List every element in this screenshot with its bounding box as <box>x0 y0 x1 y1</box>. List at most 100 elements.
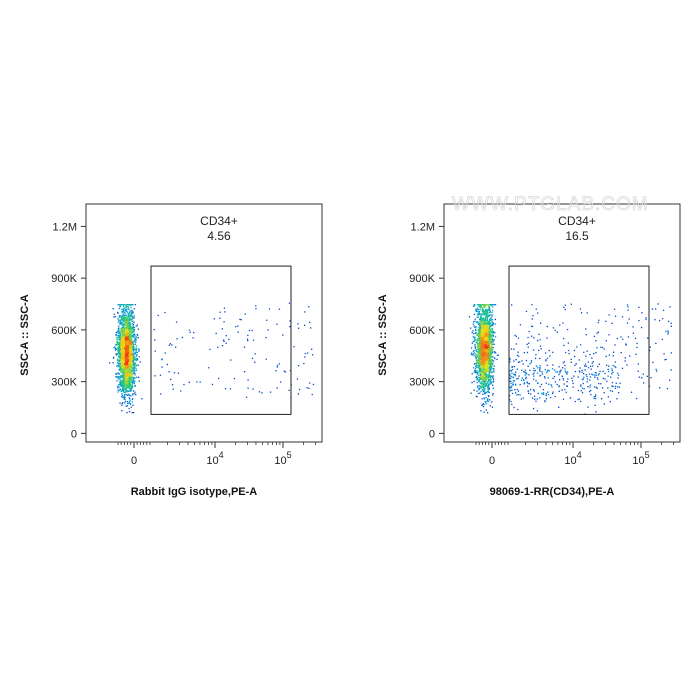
event-dot <box>482 328 484 330</box>
event-dot <box>484 345 486 347</box>
event-dot <box>491 328 493 330</box>
event-dot <box>477 335 479 337</box>
event-dot <box>478 312 480 315</box>
event-dot <box>488 328 491 330</box>
event-dot <box>117 343 119 345</box>
event-dot <box>127 372 130 374</box>
event-dot <box>478 323 480 326</box>
event-dot <box>492 346 494 349</box>
event-dot <box>481 334 484 336</box>
event-dot <box>493 368 495 370</box>
event-dot <box>481 325 483 328</box>
event-dot <box>120 344 122 347</box>
event-dot <box>127 316 129 318</box>
event-dot <box>482 318 484 320</box>
event-dot <box>127 321 129 323</box>
event-dot <box>134 342 136 344</box>
event-dot <box>129 349 131 351</box>
event-dot <box>488 348 490 350</box>
y-axis-title: SSC-A :: SSC-A <box>19 294 31 376</box>
event-dot <box>127 306 130 308</box>
event-dot <box>119 306 121 308</box>
event-dot <box>116 380 118 382</box>
event-dot <box>118 355 120 357</box>
event-dot <box>141 398 143 400</box>
event-dot <box>477 365 480 367</box>
event-dot <box>488 335 490 337</box>
event-dot <box>126 366 128 368</box>
event-dot <box>127 364 129 366</box>
event-dot <box>135 349 137 352</box>
event-dot <box>118 373 120 375</box>
event-dot <box>488 323 490 325</box>
event-dot <box>492 332 494 334</box>
event-dot <box>494 352 496 354</box>
event-dot <box>123 336 126 338</box>
event-dot <box>122 339 124 341</box>
event-dot <box>118 347 121 349</box>
gate-name: CD34+ <box>200 214 238 228</box>
event-dot <box>121 379 123 382</box>
event-dot <box>311 348 313 350</box>
event-dot <box>483 411 485 413</box>
event-dot <box>124 383 126 385</box>
event-dot <box>130 313 132 315</box>
event-dot <box>480 329 482 331</box>
event-dot <box>481 347 483 349</box>
event-dot <box>476 390 478 392</box>
event-dot <box>129 375 132 378</box>
event-dot <box>123 366 125 368</box>
event-dot <box>476 385 479 388</box>
event-dot <box>119 381 121 383</box>
event-dot <box>124 343 127 345</box>
event-dot <box>482 362 484 364</box>
event-dot <box>476 362 478 365</box>
event-dot <box>493 378 495 380</box>
event-dot <box>488 379 490 381</box>
event-dot <box>132 394 134 396</box>
event-dot <box>120 355 122 357</box>
event-dot <box>164 352 166 354</box>
event-dot <box>129 334 131 336</box>
event-dot <box>131 357 134 359</box>
event-dot <box>125 368 127 370</box>
event-dot <box>476 375 478 378</box>
event-dot <box>131 379 133 381</box>
event-dot <box>129 338 131 340</box>
event-dot <box>132 329 135 331</box>
event-dot <box>124 378 126 380</box>
event-dot <box>490 322 492 324</box>
event-dot <box>124 356 126 358</box>
event-dot <box>485 403 487 405</box>
event-dot <box>126 352 128 354</box>
event-dot <box>119 382 122 384</box>
event-dot <box>119 366 121 368</box>
event-dot <box>121 404 123 406</box>
event-dot <box>481 372 483 374</box>
event-dot <box>123 394 126 396</box>
event-dot <box>488 315 490 317</box>
event-dot <box>483 356 485 358</box>
event-dot <box>123 331 126 333</box>
event-dot <box>122 402 124 404</box>
event-dot <box>481 368 483 370</box>
event-dot <box>134 338 136 340</box>
event-dot <box>129 352 131 354</box>
event-dot <box>480 363 482 365</box>
event-dot <box>477 338 479 340</box>
event-dot <box>488 372 490 374</box>
event-dot <box>304 356 306 358</box>
event-dot <box>130 364 132 367</box>
event-dot <box>474 337 476 339</box>
event-dot <box>130 371 132 373</box>
event-dot <box>480 410 482 412</box>
event-dot <box>129 363 131 365</box>
gate-rectangle[interactable] <box>150 265 292 415</box>
event-dot <box>472 330 474 332</box>
event-dot <box>130 312 132 314</box>
event-dot <box>123 398 125 400</box>
event-dot <box>122 388 124 390</box>
event-dot <box>132 304 134 306</box>
event-dot <box>127 313 129 315</box>
event-dot <box>217 346 219 348</box>
